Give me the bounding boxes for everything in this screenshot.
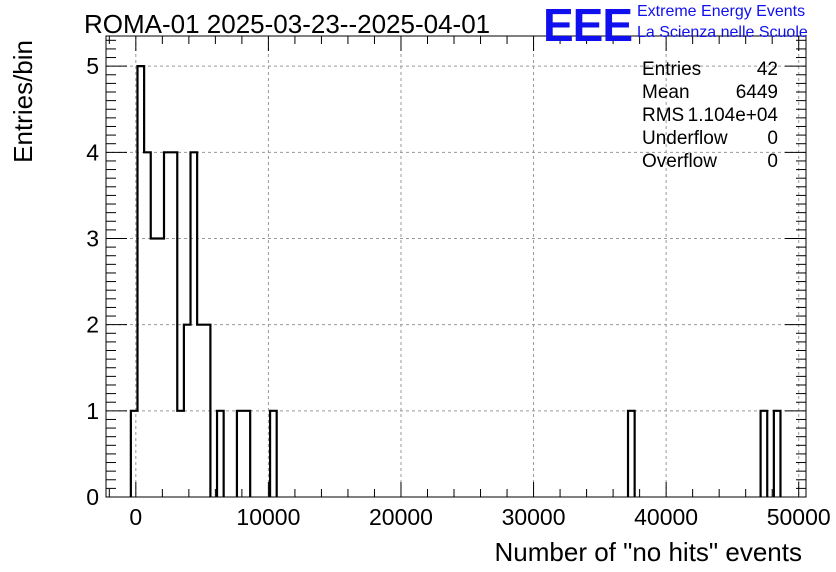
histogram-bin xyxy=(244,411,251,497)
stats-value: 1.104e+04 xyxy=(687,105,778,126)
histogram-bin xyxy=(164,152,171,497)
stats-label: RMS xyxy=(642,105,685,126)
y-tick-label: 0 xyxy=(86,484,99,510)
logo-mark: EEE xyxy=(543,0,633,51)
histogram-bin xyxy=(184,325,191,497)
histogram-bin xyxy=(131,411,138,497)
stats-row-mean: Mean 6449 xyxy=(640,81,782,104)
histogram-bin xyxy=(191,152,198,497)
histogram-bin xyxy=(761,411,768,497)
histogram-bin xyxy=(157,238,164,497)
stats-row-underflow: Underflow 0 xyxy=(640,127,782,150)
y-tick-label: 4 xyxy=(86,139,99,165)
histogram-outline xyxy=(129,65,782,497)
x-tick-label: 10000 xyxy=(236,504,300,530)
x-axis-label: Number of "no hits" events xyxy=(495,537,803,567)
y-tick-label: 1 xyxy=(86,398,99,424)
histogram-bin xyxy=(270,411,277,497)
x-tick-label: 30000 xyxy=(502,504,566,530)
y-tick-label: 5 xyxy=(86,53,99,79)
x-tick-label: 50000 xyxy=(767,504,831,530)
stats-row-rms: RMS 1.104e+04 xyxy=(640,104,782,127)
stats-value: 0 xyxy=(767,151,778,172)
stats-label: Underflow xyxy=(642,128,728,149)
stats-label: Overflow xyxy=(642,151,717,172)
stats-row-entries: Entries 42 xyxy=(640,58,782,81)
histogram-bin xyxy=(774,411,781,497)
histogram-bin xyxy=(628,411,635,497)
stats-box: Entries 42 Mean 6449 RMS 1.104e+04 Under… xyxy=(640,58,782,173)
chart-title: ROMA-01 2025-03-23--2025-04-01 xyxy=(84,9,491,39)
stats-label: Entries xyxy=(642,59,702,80)
plot-frame xyxy=(105,35,807,498)
histogram-bin xyxy=(144,152,151,497)
x-tick-label: 40000 xyxy=(634,504,698,530)
histogram-bin xyxy=(151,238,158,497)
y-axis-label: Entries/bin xyxy=(8,40,38,163)
histogram-bin xyxy=(171,152,178,497)
logo-line-1: Extreme Energy Events xyxy=(637,3,806,20)
y-tick-label: 2 xyxy=(86,312,99,338)
stats-value: 42 xyxy=(756,59,778,80)
x-tick-label: 0 xyxy=(129,504,142,530)
logo-line-2: La Scienza nelle Scuole xyxy=(637,24,808,41)
x-tick-label: 20000 xyxy=(369,504,433,530)
stats-row-overflow: Overflow 0 xyxy=(640,150,782,173)
histogram-bin xyxy=(217,411,224,497)
histogram-bin xyxy=(237,411,244,497)
y-tick-label: 3 xyxy=(86,225,99,251)
histogram-bin xyxy=(177,411,184,497)
histogram-bin xyxy=(137,66,144,497)
stats-label: Mean xyxy=(642,82,690,103)
stats-value: 6449 xyxy=(735,82,778,103)
histogram-bin xyxy=(197,325,204,497)
histogram-bin xyxy=(204,325,211,497)
stats-value: 0 xyxy=(767,128,778,149)
